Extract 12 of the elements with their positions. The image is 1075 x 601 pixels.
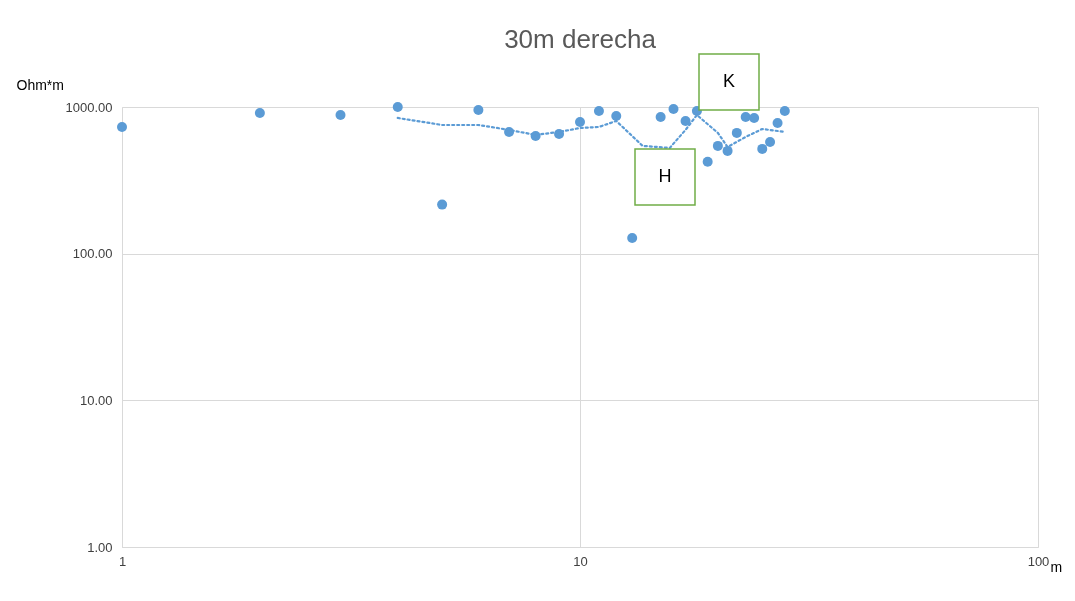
x-tick-label: 1: [118, 553, 127, 569]
y-tick-label: 100.00: [72, 246, 113, 262]
y-tick-label: 1.00: [87, 539, 113, 555]
x-tick-label: 10: [573, 553, 588, 569]
x-tick-label: 100: [1027, 553, 1050, 569]
y-tick-label: 10.00: [79, 392, 113, 408]
text: K: [722, 71, 736, 91]
x-axis-title: m: [1050, 558, 1063, 575]
y-tick-label: 1000.00: [65, 99, 113, 115]
y-axis-title: Ohm*m: [16, 76, 64, 93]
annotation: H: [658, 166, 672, 186]
chart-title: 30m derecha: [504, 24, 657, 55]
